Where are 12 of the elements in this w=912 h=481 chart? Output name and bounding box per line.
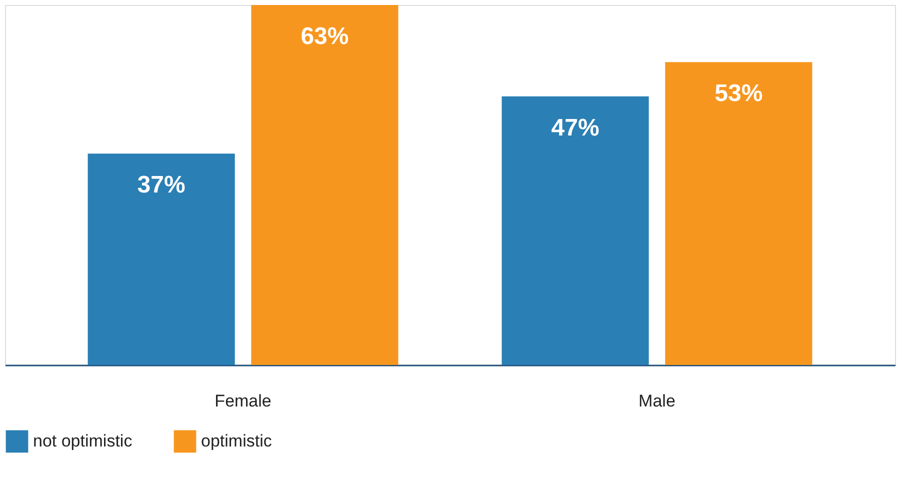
bar	[502, 96, 649, 365]
data-label: 37%	[137, 172, 186, 199]
data-label: 63%	[300, 23, 349, 50]
x-tick-label: Female	[214, 392, 272, 410]
bar	[251, 5, 398, 365]
x-tick-label: Male	[638, 392, 676, 410]
bar	[88, 154, 235, 365]
legend-label: not optimistic	[33, 431, 133, 450]
data-label: 47%	[551, 114, 600, 142]
bar	[665, 62, 812, 365]
data-label: 53%	[714, 80, 763, 108]
legend-label: optimistic	[201, 431, 272, 450]
